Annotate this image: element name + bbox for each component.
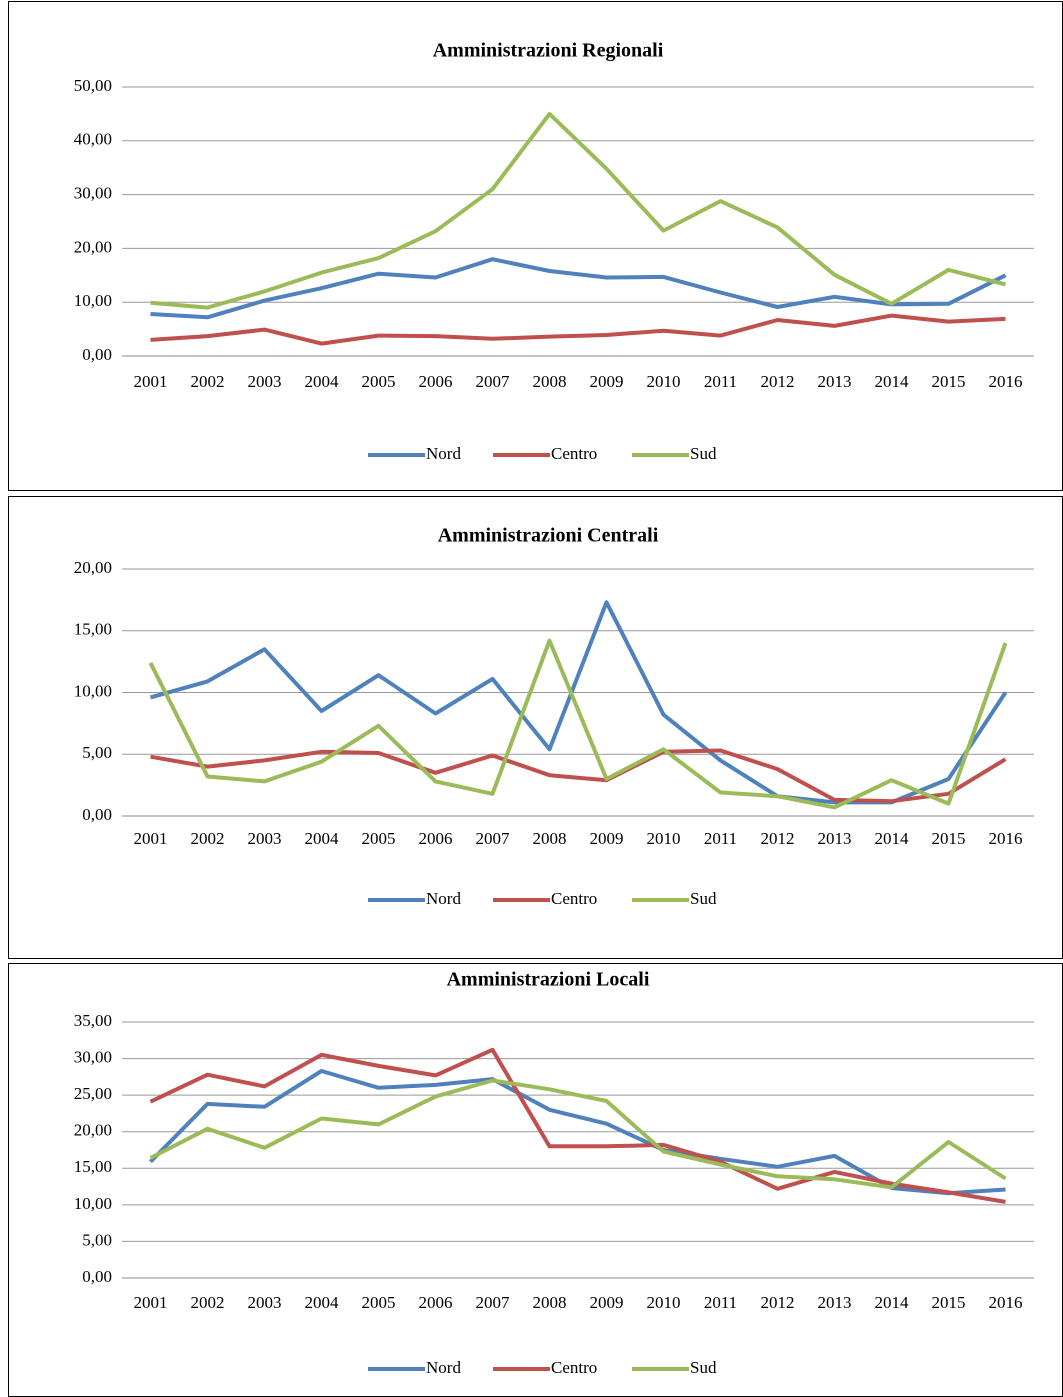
y-tick-label: 20,00: [74, 558, 112, 577]
x-tick-label: 2003: [248, 829, 282, 848]
x-tick-label: 2005: [362, 829, 396, 848]
legend-label: Nord: [426, 889, 461, 908]
x-tick-label: 2010: [647, 1293, 681, 1312]
legend-label: Sud: [690, 1358, 717, 1377]
y-tick-label: 15,00: [74, 620, 112, 639]
x-tick-label: 2003: [248, 372, 282, 391]
x-tick-label: 2007: [476, 829, 511, 848]
legend-label: Nord: [426, 444, 461, 463]
x-tick-label: 2016: [989, 829, 1023, 848]
x-tick-label: 2005: [362, 1293, 396, 1312]
x-tick-label: 2011: [704, 1293, 737, 1312]
x-tick-label: 2013: [818, 1293, 852, 1312]
x-tick-label: 2002: [191, 372, 225, 391]
x-tick-label: 2013: [818, 372, 852, 391]
x-tick-label: 2014: [875, 829, 910, 848]
x-tick-label: 2011: [704, 829, 737, 848]
y-tick-label: 0,00: [82, 345, 112, 364]
x-tick-label: 2007: [476, 372, 511, 391]
x-tick-label: 2001: [134, 829, 168, 848]
series-line: [150, 748, 1007, 804]
y-tick-label: 10,00: [74, 1194, 112, 1213]
y-tick-label: 25,00: [74, 1084, 112, 1103]
x-tick-label: 2008: [533, 372, 567, 391]
chart-title: Amministrazioni Regionali: [433, 40, 664, 62]
chart-title: Amministrazioni Centrali: [438, 525, 659, 547]
x-tick-label: 2001: [134, 372, 168, 391]
legend-label: Nord: [426, 1358, 461, 1377]
x-tick-label: 2012: [761, 1293, 795, 1312]
x-tick-label: 2016: [989, 1293, 1023, 1312]
x-tick-label: 2014: [875, 372, 910, 391]
x-tick-label: 2004: [305, 1293, 340, 1312]
x-tick-label: 2009: [590, 829, 624, 848]
chart-border: [8, 963, 1063, 1397]
x-tick-label: 2006: [419, 372, 453, 391]
x-tick-label: 2006: [419, 1293, 453, 1312]
y-tick-label: 35,00: [74, 1011, 112, 1030]
x-tick-label: 2010: [647, 829, 681, 848]
series-line: [150, 111, 1006, 310]
x-tick-label: 2015: [932, 372, 966, 391]
y-tick-label: 20,00: [74, 237, 112, 256]
y-tick-label: 0,00: [82, 1267, 112, 1286]
y-tick-label: 15,00: [74, 1157, 112, 1176]
legend-label: Sud: [690, 444, 717, 463]
x-tick-label: 2016: [989, 372, 1023, 391]
x-tick-label: 2005: [362, 372, 396, 391]
legend-label: Sud: [690, 889, 717, 908]
legend-label: Centro: [551, 1358, 597, 1377]
x-tick-label: 2004: [305, 372, 340, 391]
y-tick-label: 30,00: [74, 184, 112, 203]
x-tick-label: 2014: [875, 1293, 910, 1312]
chart-border: [8, 496, 1063, 959]
y-tick-label: 30,00: [74, 1047, 112, 1066]
x-tick-label: 2013: [818, 829, 852, 848]
y-tick-label: 5,00: [82, 743, 112, 762]
series-line: [149, 600, 1008, 805]
y-tick-label: 20,00: [74, 1121, 112, 1140]
legend-label: Centro: [551, 444, 597, 463]
legend-label: Centro: [551, 889, 597, 908]
x-tick-label: 2001: [134, 1293, 168, 1312]
series-line: [149, 1078, 1007, 1190]
x-tick-label: 2008: [533, 829, 567, 848]
y-tick-label: 5,00: [82, 1230, 112, 1249]
x-tick-label: 2007: [476, 1293, 511, 1312]
y-tick-label: 50,00: [74, 76, 112, 95]
chart-title: Amministrazioni Locali: [447, 969, 650, 991]
x-tick-label: 2015: [932, 1293, 966, 1312]
x-tick-label: 2004: [305, 829, 340, 848]
x-tick-label: 2015: [932, 829, 966, 848]
y-tick-label: 10,00: [74, 291, 112, 310]
y-tick-label: 40,00: [74, 130, 112, 149]
x-tick-label: 2008: [533, 1293, 567, 1312]
series-line: [150, 257, 1007, 320]
x-tick-label: 2012: [761, 372, 795, 391]
x-tick-label: 2012: [761, 829, 795, 848]
chart-border: [8, 1, 1063, 491]
series-line: [149, 1047, 1006, 1204]
x-tick-label: 2002: [191, 1293, 225, 1312]
x-tick-label: 2006: [419, 829, 453, 848]
x-tick-label: 2010: [647, 372, 681, 391]
x-tick-label: 2009: [590, 1293, 624, 1312]
series-line: [149, 1069, 1006, 1196]
x-tick-label: 2003: [248, 1293, 282, 1312]
x-tick-label: 2009: [590, 372, 624, 391]
y-tick-label: 10,00: [74, 681, 112, 700]
series-line: [150, 313, 1006, 346]
x-tick-label: 2011: [704, 372, 737, 391]
series-line: [148, 638, 1008, 810]
x-tick-label: 2002: [191, 829, 225, 848]
y-tick-label: 0,00: [82, 805, 112, 824]
